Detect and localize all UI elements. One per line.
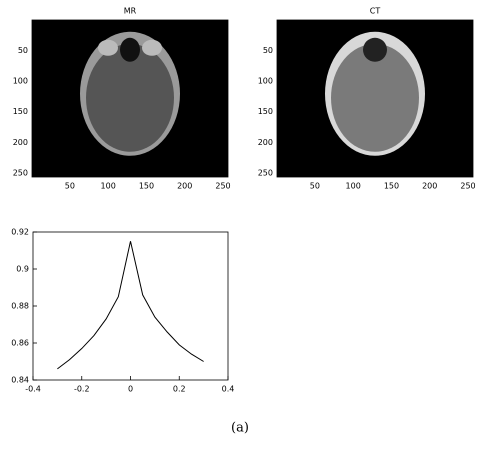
x-tick-label: 250 [215,182,230,191]
y-tick-label: 0.88 [11,302,29,311]
brain [331,43,419,152]
x-tick-label: 50 [310,182,320,191]
y-tick-label: 250 [13,169,28,178]
y-tick-label: 0.9 [16,265,29,274]
y-tick-label: 100 [13,77,28,86]
x-tick-label: 50 [65,182,75,191]
eye [142,39,162,56]
x-tick-label: 150 [384,182,399,191]
sinus [120,37,140,62]
x-tick-label: 200 [422,182,437,191]
axes-frame [276,19,474,178]
caption: (a) [231,421,249,436]
eye [98,39,118,56]
y-tick-label: 200 [258,138,273,147]
x-tick-label: 200 [177,182,192,191]
y-tick-label: 0.84 [11,376,29,385]
y-tick-label: 150 [13,107,28,116]
x-tick-label: 100 [346,182,361,191]
x-tick-label: 150 [139,182,154,191]
x-tick-label: 0.4 [222,385,235,394]
brain [86,43,174,152]
chart-title: MR [124,7,137,16]
x-tick-label: 0 [128,385,133,394]
y-tick-label: 50 [18,46,28,55]
y-tick-label: 100 [258,77,273,86]
y-tick-label: 200 [13,138,28,147]
x-tick-label: -0.2 [74,385,90,394]
axes-frame [31,19,229,178]
x-tick-label: 250 [460,182,475,191]
sinus [363,37,387,62]
line-series [57,241,204,370]
y-tick-label: 150 [258,107,273,116]
chart-title: CT [370,7,381,16]
y-tick-label: 0.86 [11,339,29,348]
x-tick-label: 100 [101,182,116,191]
y-tick-label: 50 [263,46,273,55]
x-tick-label: 0.2 [173,385,186,394]
y-tick-label: 250 [258,169,273,178]
x-tick-label: -0.4 [25,385,41,394]
y-tick-label: 0.92 [11,228,29,237]
